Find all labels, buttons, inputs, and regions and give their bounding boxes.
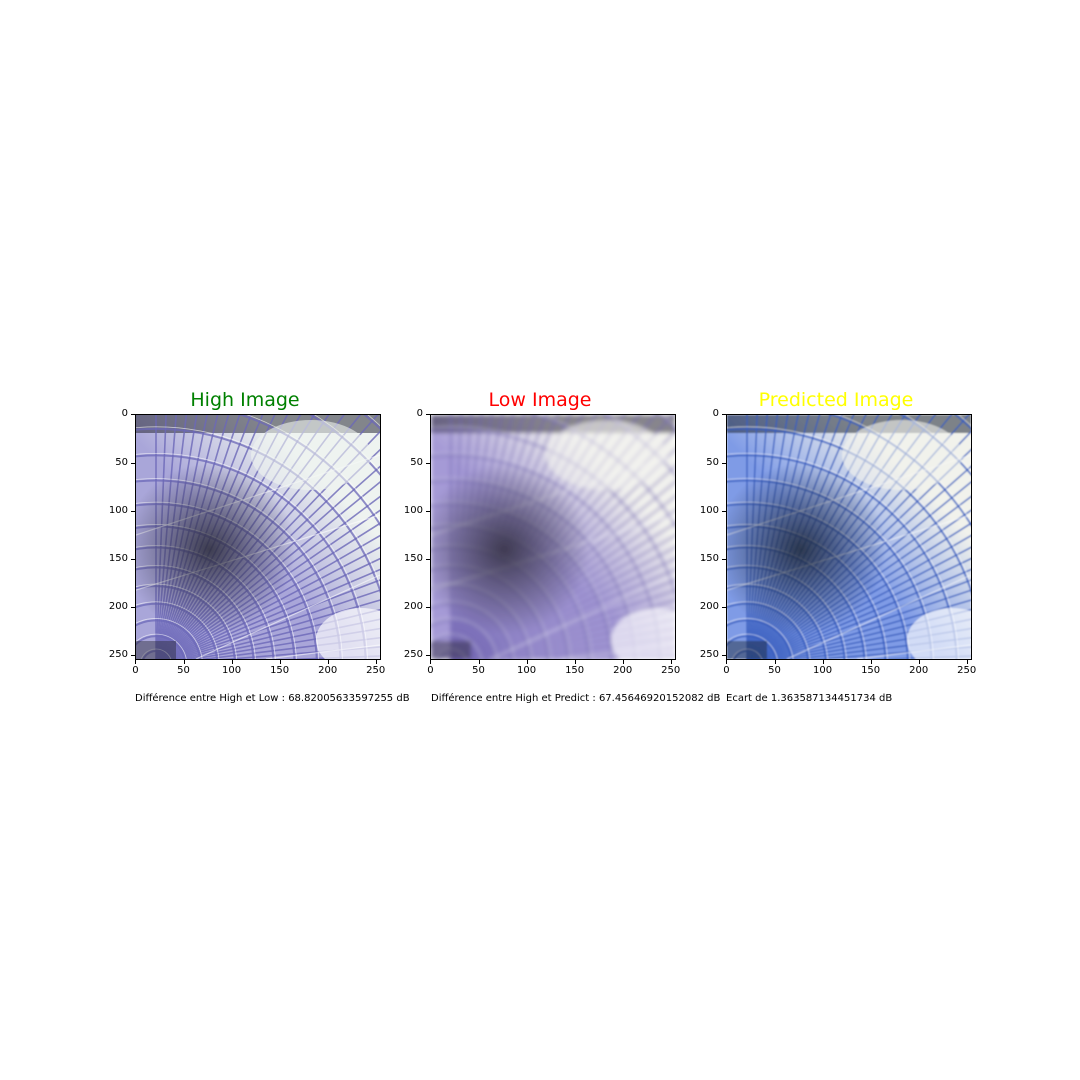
y-tick-label: 200	[108, 600, 128, 612]
x-tick-label: 0	[132, 665, 139, 676]
x-tick-mark	[231, 660, 233, 664]
x-tick-label: 200	[318, 665, 338, 676]
y-tick-label: 50	[410, 456, 423, 468]
y-tick-label: 100	[403, 504, 423, 516]
y-tick-label: 100	[699, 504, 719, 516]
y-tick-mark	[722, 414, 726, 416]
panel-predicted-image: Predicted Image 0 50 100 150 200 250 0 50 100 15…	[696, 385, 976, 685]
x-tick-label: 150	[861, 665, 881, 676]
x-tick-label: 150	[270, 665, 290, 676]
y-tick-label: 200	[699, 600, 719, 612]
y-tick-mark	[722, 606, 726, 608]
x-tick-mark	[726, 660, 728, 664]
y-tick-mark	[722, 462, 726, 464]
y-tick-label: 150	[108, 552, 128, 564]
y-tick-label: 50	[115, 456, 128, 468]
y-tick-label: 250	[403, 648, 423, 660]
x-tick-label: 100	[222, 665, 242, 676]
y-tick-label: 150	[403, 552, 423, 564]
y-tick-mark	[722, 558, 726, 560]
y-tick-label: 250	[699, 648, 719, 660]
y-tick-label: 150	[699, 552, 719, 564]
x-tick-label: 250	[957, 665, 977, 676]
predicted-image	[726, 414, 972, 660]
x-tick-mark	[135, 660, 137, 664]
panel-title: High Image	[190, 389, 300, 411]
y-tick-label: 0	[416, 408, 423, 420]
x-tick-label: 0	[427, 665, 434, 676]
y-tick-label: 250	[108, 648, 128, 660]
x-tick-label: 200	[909, 665, 929, 676]
y-tick-mark	[426, 606, 430, 608]
y-tick-mark	[426, 558, 430, 560]
x-tick-label: 250	[661, 665, 681, 676]
x-tick-label: 250	[366, 665, 386, 676]
x-tick-mark	[574, 660, 576, 664]
y-tick-mark	[426, 510, 430, 512]
x-tick-mark	[478, 660, 480, 664]
y-tick-label: 0	[121, 408, 128, 420]
x-tick-mark	[327, 660, 329, 664]
caption-high-vs-predict: Différence entre High et Predict : 67.45…	[431, 693, 721, 704]
low-image	[430, 414, 676, 660]
y-tick-mark	[426, 654, 430, 656]
y-tick-mark	[722, 510, 726, 512]
panel-high-image: High Image 0 50 100 150 200 250 0 50 100 150 200 2…	[105, 385, 385, 685]
x-tick-mark	[670, 660, 672, 664]
y-tick-mark	[722, 654, 726, 656]
x-tick-mark	[526, 660, 528, 664]
x-tick-label: 200	[613, 665, 633, 676]
y-tick-mark	[131, 654, 135, 656]
x-tick-label: 150	[565, 665, 585, 676]
x-tick-mark	[183, 660, 185, 664]
panel-low-image: Low Image 0 50 100 150 200 250 0 50 100 150 200 25…	[400, 385, 680, 685]
caption-gap: Ecart de 1.363587134451734 dB	[726, 693, 893, 704]
x-tick-label: 50	[177, 665, 190, 676]
y-tick-mark	[131, 606, 135, 608]
x-tick-label: 100	[517, 665, 537, 676]
panel-title: Predicted Image	[758, 389, 914, 411]
y-tick-mark	[131, 414, 135, 416]
y-tick-mark	[426, 414, 430, 416]
x-tick-label: 0	[723, 665, 730, 676]
x-tick-mark	[622, 660, 624, 664]
y-tick-mark	[131, 558, 135, 560]
x-tick-mark	[918, 660, 920, 664]
x-tick-mark	[822, 660, 824, 664]
y-tick-mark	[131, 510, 135, 512]
y-tick-label: 100	[108, 504, 128, 516]
y-tick-label: 0	[712, 408, 719, 420]
y-tick-mark	[426, 462, 430, 464]
x-tick-label: 100	[813, 665, 833, 676]
caption-high-vs-low: Différence entre High et Low : 68.820056…	[135, 693, 410, 704]
panel-title: Low Image	[488, 389, 592, 411]
y-tick-label: 50	[706, 456, 719, 468]
x-tick-label: 50	[768, 665, 781, 676]
x-tick-mark	[279, 660, 281, 664]
x-tick-mark	[375, 660, 377, 664]
high-image	[135, 414, 381, 660]
x-tick-mark	[430, 660, 432, 664]
x-tick-mark	[870, 660, 872, 664]
x-tick-mark	[774, 660, 776, 664]
y-tick-label: 200	[403, 600, 423, 612]
x-tick-label: 50	[472, 665, 485, 676]
x-tick-mark	[966, 660, 968, 664]
y-tick-mark	[131, 462, 135, 464]
